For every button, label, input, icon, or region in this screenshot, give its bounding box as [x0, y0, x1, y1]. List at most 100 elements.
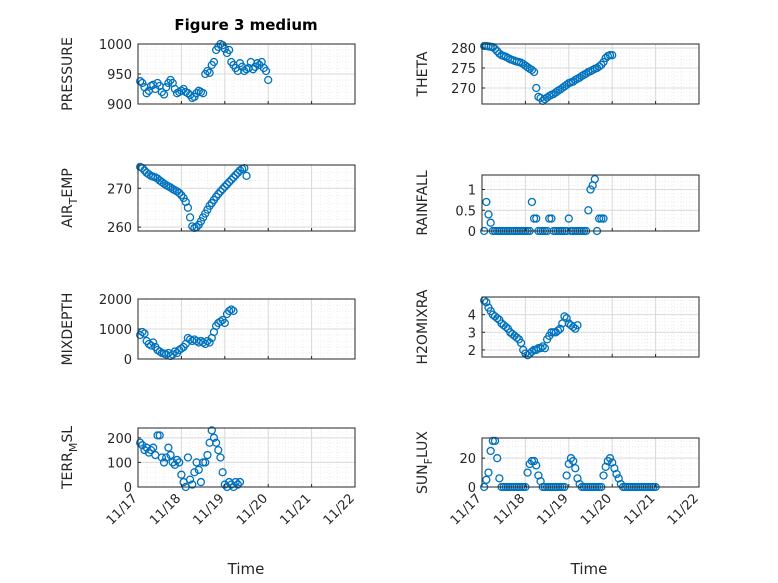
plot-area: [482, 297, 699, 357]
axes-box: [481, 43, 700, 105]
y-tick-label: 200: [107, 432, 132, 447]
data-point: [164, 443, 173, 452]
data-point: [224, 45, 234, 55]
data-point: [209, 57, 219, 67]
data-point: [540, 344, 550, 353]
data-point: [220, 44, 229, 53]
subplot-theta: 270 275 280 THETA: [415, 41, 700, 105]
data-point: [140, 329, 149, 338]
data-point: [235, 166, 245, 175]
y-axis-label-tail: LUX: [415, 431, 431, 458]
data-point: [253, 59, 262, 68]
data-point: [242, 171, 251, 181]
data-point: [599, 471, 608, 480]
y-axis-label-subscript: M: [67, 443, 80, 453]
figure-title: Figure 3 medium: [174, 16, 317, 34]
data-point: [227, 305, 236, 314]
axes-box: [481, 296, 700, 358]
data-point: [608, 51, 617, 60]
y-axis-label-main: TERR: [60, 452, 76, 490]
axes-box: [137, 427, 356, 488]
y-tick-label: 2: [468, 344, 476, 359]
y-axis-label-tail: EMP: [60, 168, 76, 197]
data-point: [529, 67, 539, 77]
data-point: [584, 206, 593, 215]
data-point: [177, 344, 186, 353]
data-point: [185, 475, 195, 484]
data-point: [220, 182, 229, 191]
data-point: [203, 66, 212, 76]
data-point: [205, 68, 214, 77]
data-point: [527, 65, 537, 75]
data-point: [595, 62, 604, 71]
data-point: [183, 89, 193, 98]
data-point: [231, 477, 240, 487]
data-point: [231, 170, 240, 180]
data-point: [207, 426, 216, 435]
data-point: [138, 78, 147, 88]
data-point: [590, 174, 599, 184]
data-point: [573, 321, 582, 330]
y-axis-label: PRESSURE: [60, 37, 76, 111]
data-point: [198, 89, 208, 98]
data-points: [480, 296, 582, 360]
data-point: [527, 197, 537, 207]
data-point: [490, 436, 500, 446]
data-point: [495, 49, 504, 58]
data-point: [562, 471, 571, 480]
data-point: [216, 453, 225, 462]
data-point: [532, 461, 541, 470]
y-tick-label: 275: [451, 62, 476, 77]
data-point: [159, 179, 169, 188]
data-point: [162, 83, 171, 92]
data-point: [493, 454, 502, 463]
subplot-pressure: 900 950 1000 PRESSURE: [60, 37, 356, 113]
data-point: [490, 44, 500, 53]
data-point: [149, 443, 158, 452]
data-point: [218, 468, 227, 477]
y-axis-label-main: H2OMIXRA: [415, 289, 431, 364]
data-point: [564, 214, 573, 223]
data-point: [229, 306, 238, 316]
y-tick-label: 950: [107, 68, 132, 83]
data-point: [175, 188, 184, 198]
y-tick-label: 270: [451, 82, 476, 97]
data-point: [484, 468, 493, 477]
y-tick-label: 100: [107, 456, 132, 471]
data-point: [527, 347, 537, 356]
data-point: [218, 184, 227, 194]
data-point: [209, 433, 219, 442]
data-point: [501, 322, 511, 332]
data-point: [248, 65, 258, 74]
y-axis-label: THETA: [415, 51, 431, 97]
data-point: [516, 338, 526, 348]
data-point: [194, 465, 203, 474]
data-point: [203, 450, 212, 460]
y-axis-label-main: SUN: [415, 464, 431, 494]
data-point: [529, 456, 539, 466]
y-tick-label: 3: [468, 326, 476, 341]
y-axis-label-tail: SL: [60, 426, 76, 443]
y-axis-label: SUNFLUX: [415, 431, 435, 494]
data-point: [155, 347, 164, 356]
y-tick-label: 1: [468, 184, 476, 199]
data-point: [482, 298, 491, 307]
data-point: [532, 214, 541, 223]
y-tick-label: 900: [107, 98, 132, 113]
y-axis-label-main: AIR: [60, 204, 76, 228]
data-point: [532, 345, 541, 355]
data-point: [227, 175, 236, 184]
data-point: [599, 214, 608, 223]
x-axis-label-right: Time: [570, 560, 608, 578]
data-point: [166, 183, 175, 192]
y-tick-label: 0: [468, 481, 476, 496]
data-point: [224, 177, 234, 187]
data-point: [553, 326, 563, 335]
data-point: [159, 90, 169, 99]
plot-area: [482, 175, 699, 231]
data-point: [138, 327, 147, 337]
plot-area: [138, 165, 355, 231]
x-axis-label-left: Time: [227, 560, 265, 578]
subplot-mixdepth: 0 1000 2000 MIXDEPTH: [60, 293, 356, 368]
axes-box: [481, 174, 700, 232]
